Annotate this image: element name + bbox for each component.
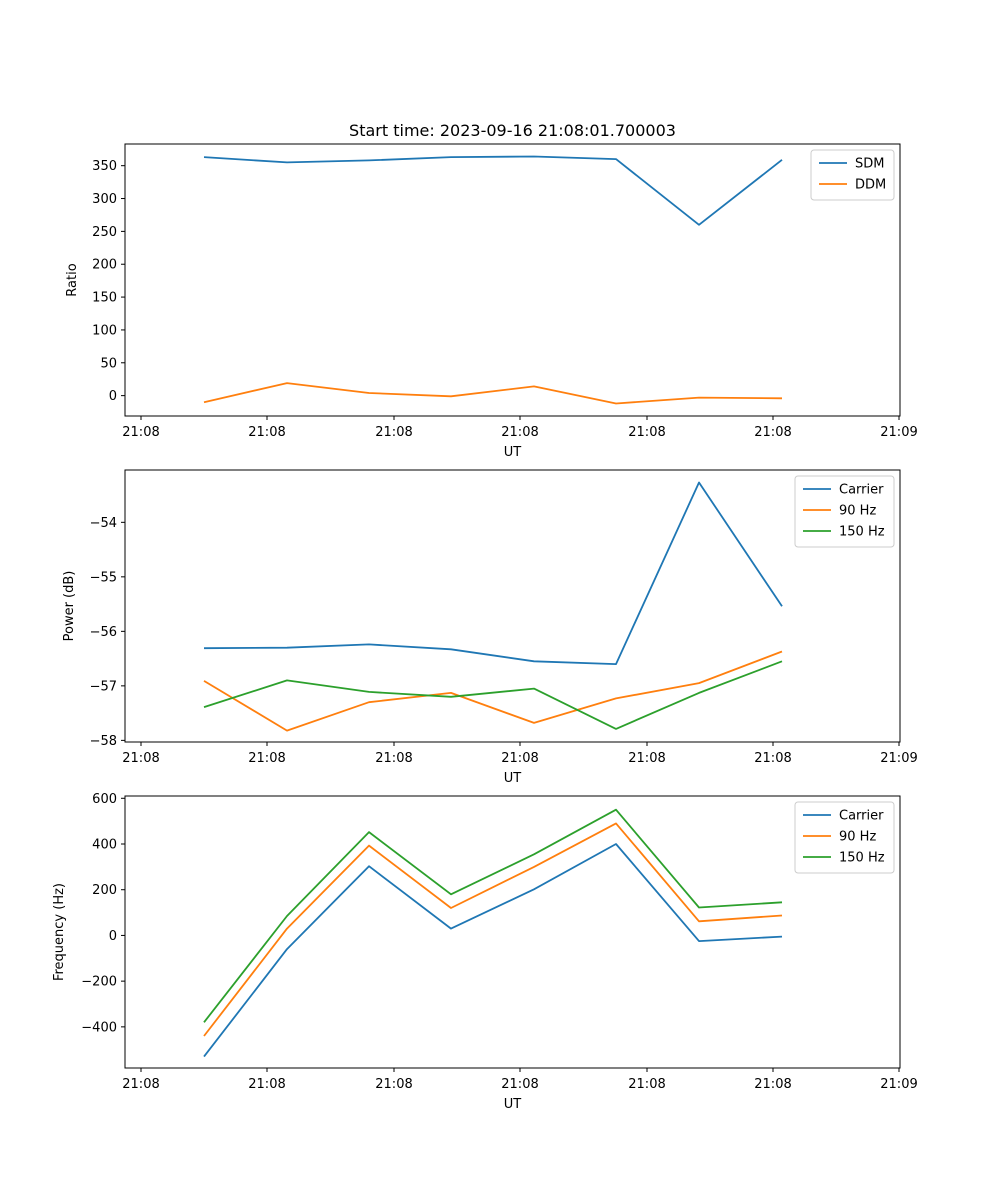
y-tick-label: 600: [92, 792, 117, 807]
x-tick-label: 21:09: [880, 751, 917, 766]
x-tick-label: 21:08: [501, 1077, 538, 1092]
x-tick-label: 21:08: [628, 751, 665, 766]
x-tick-label: 21:08: [754, 1077, 791, 1092]
y-tick-label: 200: [92, 258, 117, 273]
x-tick-label: 21:08: [122, 425, 159, 440]
series-line-150-hz: [203, 660, 783, 730]
series-line-sdm: [203, 155, 783, 226]
legend-entry: Carrier: [839, 809, 884, 824]
chart-title: Start time: 2023-09-16 21:08:01.700003: [349, 121, 676, 140]
series-line-90-hz: [203, 822, 783, 1037]
x-tick-label: 21:08: [122, 1077, 159, 1092]
x-tick-label: 21:08: [122, 751, 159, 766]
panels: 0 50 100 150 200 250 300 350 21:08 21:08 21:08 21:0…: [52, 121, 918, 1112]
x-tick-label: 21:08: [248, 1077, 285, 1092]
series-line-carrier: [203, 843, 783, 1058]
y-tick-label: −55: [90, 570, 117, 585]
x-tick-label: 21:08: [501, 751, 538, 766]
legend-entry: 150 Hz: [839, 525, 885, 540]
y-tick-label: 150: [92, 291, 117, 306]
x-tick-label: 21:08: [628, 425, 665, 440]
y-tick-label: −57: [90, 679, 117, 694]
y-axis-label: Frequency (Hz): [52, 883, 67, 981]
chart-panel-2: −58 −57 −56 −55 −54 21:08 21:08 21:08 21:08 21:08…: [62, 469, 918, 786]
legend: [794, 801, 895, 874]
x-tick-label: 21:09: [880, 425, 917, 440]
y-tick-label: 200: [92, 883, 117, 898]
y-tick-label: −56: [90, 625, 117, 640]
y-tick-label: 50: [100, 356, 117, 371]
y-axis-label: Power (dB): [62, 571, 77, 642]
chart-panel-3: −400 −200 0 200 400 600 21:08 21:08 21:08 21:08 21…: [52, 792, 918, 1112]
y-tick-label: 300: [92, 192, 117, 207]
y-tick-label: 100: [92, 323, 117, 338]
series-line-ddm: [203, 382, 783, 405]
y-tick-label: −400: [81, 1020, 117, 1035]
x-tick-label: 21:09: [880, 1077, 917, 1092]
y-tick-label: −200: [81, 975, 117, 990]
x-tick-label: 21:08: [375, 1077, 412, 1092]
y-tick-label: −54: [90, 516, 117, 531]
legend-entry: 90 Hz: [839, 830, 876, 845]
y-tick-label: 0: [109, 389, 117, 404]
chart-panel-1: 0 50 100 150 200 250 300 350 21:08 21:08 21:08 21:0…: [65, 121, 918, 460]
y-tick-label: 350: [92, 159, 117, 174]
x-tick-label: 21:08: [375, 425, 412, 440]
legend-entry: SDM: [855, 157, 884, 172]
series-line-carrier: [203, 481, 783, 665]
legend-entry: DDM: [855, 178, 886, 193]
legend-entry: 90 Hz: [839, 504, 876, 519]
y-tick-label: −58: [90, 734, 117, 749]
x-tick-label: 21:08: [754, 425, 791, 440]
x-axis-label: UT: [504, 445, 522, 460]
y-axis-label: Ratio: [65, 263, 80, 296]
x-tick-label: 21:08: [754, 751, 791, 766]
series-line-150-hz: [203, 808, 783, 1023]
x-tick-label: 21:08: [375, 751, 412, 766]
y-tick-label: 0: [109, 929, 117, 944]
legend-entry: 150 Hz: [839, 851, 885, 866]
x-axis-label: UT: [504, 1097, 522, 1112]
x-tick-label: 21:08: [248, 425, 285, 440]
series-line-90-hz: [203, 650, 783, 732]
plot-frame: [124, 143, 901, 417]
plot-frame: [124, 469, 901, 743]
legend-entry: Carrier: [839, 483, 884, 498]
x-tick-label: 21:08: [628, 1077, 665, 1092]
x-axis-label: UT: [504, 771, 522, 786]
x-tick-label: 21:08: [248, 751, 285, 766]
legend: [794, 475, 895, 548]
plot-frame: [124, 795, 901, 1069]
y-tick-label: 400: [92, 838, 117, 853]
x-tick-label: 21:08: [501, 425, 538, 440]
y-tick-label: 250: [92, 225, 117, 240]
